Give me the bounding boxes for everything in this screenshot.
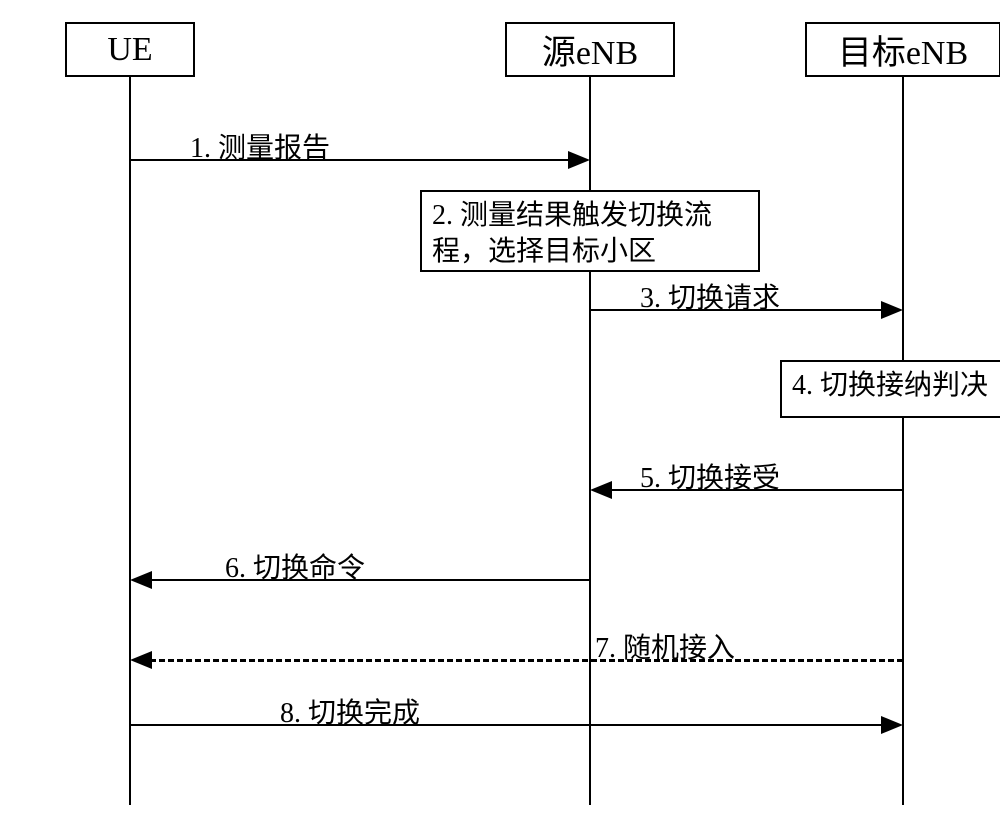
lifeline-ue — [129, 77, 131, 805]
msg6-label: 6. 切换命令 — [225, 546, 365, 586]
sequence-diagram: UE 源eNB 目标eNB 1. 测量报告 2. 测量结果触发切换流 程，选择目… — [0, 0, 1000, 826]
msg6-handover-command-arrow — [150, 579, 590, 581]
lifeline-source-enb — [589, 77, 591, 805]
step2-line2: 程，选择目标小区 — [432, 234, 748, 270]
actor-ue: UE — [65, 22, 195, 77]
actor-target-enb: 目标eNB — [805, 22, 1000, 77]
step2-line1: 2. 测量结果触发切换流 — [432, 198, 748, 234]
msg8-handover-complete-arrow — [130, 724, 883, 726]
msg1-arrowhead — [568, 151, 590, 169]
msg3-arrowhead — [881, 301, 903, 319]
msg7-random-access-arrow — [150, 659, 903, 662]
msg6-arrowhead — [130, 571, 152, 589]
msg8-arrowhead — [881, 716, 903, 734]
msg1-label: 1. 测量报告 — [190, 126, 330, 166]
msg7-label: 7. 随机接入 — [595, 626, 735, 666]
lifeline-target-enb — [902, 77, 904, 805]
msg7-arrowhead — [130, 651, 152, 669]
actor-target-enb-label: 目标eNB — [838, 25, 968, 74]
msg5-label: 5. 切换接受 — [640, 456, 780, 496]
actor-source-enb-label: 源eNB — [542, 25, 638, 74]
msg8-label: 8. 切换完成 — [280, 691, 420, 731]
step2-trigger-handover-select-target: 2. 测量结果触发切换流 程，选择目标小区 — [420, 190, 760, 272]
actor-source-enb: 源eNB — [505, 22, 675, 77]
step4-admission-control: 4. 切换接纳判决 — [780, 360, 1000, 418]
step4-line1: 4. 切换接纳判决 — [792, 368, 1000, 404]
msg3-label: 3. 切换请求 — [640, 276, 780, 316]
msg5-arrowhead — [590, 481, 612, 499]
actor-ue-label: UE — [107, 31, 152, 69]
